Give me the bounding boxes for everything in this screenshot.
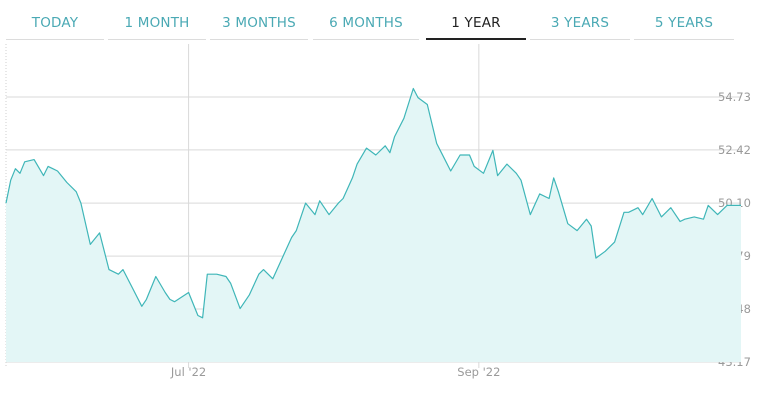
y-tick-label: 52.42 [718,143,751,157]
time-range-tabs: TODAY 1 MONTH 3 MONTHS 6 MONTHS 1 YEAR 3 YEAR… [0,0,759,44]
tab-today[interactable]: TODAY [6,0,104,40]
tab-1-month[interactable]: 1 MONTH [108,0,206,40]
y-tick-label: 54.73 [718,90,751,104]
x-tick-label: Sep '22 [457,365,500,379]
tab-6-months[interactable]: 6 MONTHS [313,0,419,40]
x-tick-label: Jul '22 [170,365,206,379]
tab-3-years[interactable]: 3 YEARS [530,0,630,40]
tab-3-months[interactable]: 3 MONTHS [210,0,308,40]
tab-5-years[interactable]: 5 YEARS [634,0,734,40]
series-line [5,87,741,319]
series-area [6,88,741,362]
tab-1-year[interactable]: 1 YEAR [426,0,526,40]
